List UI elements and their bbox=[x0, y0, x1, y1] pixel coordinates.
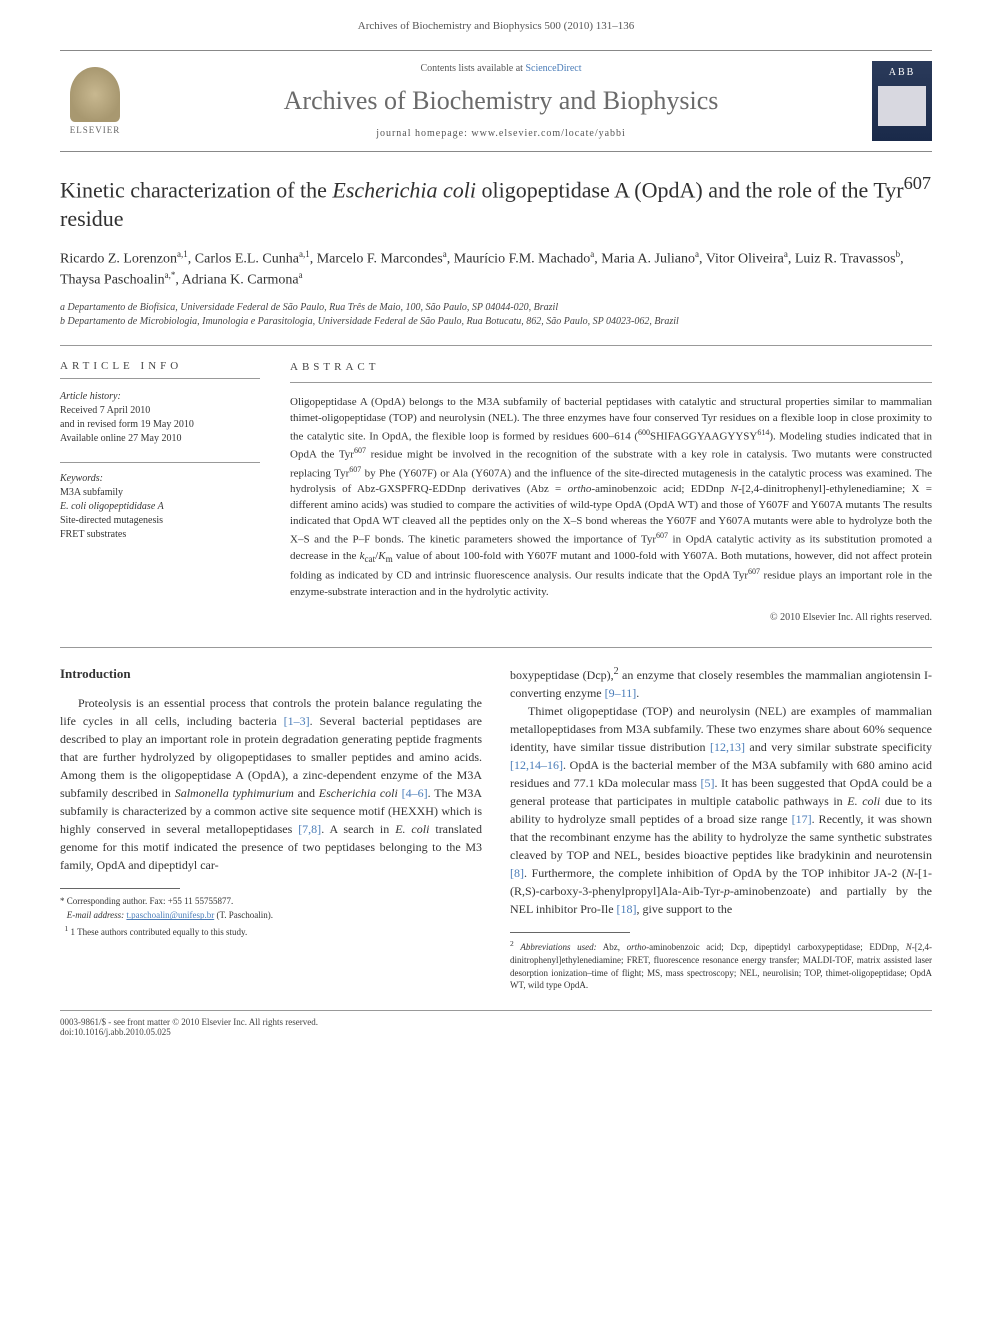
journal-banner: ELSEVIER Contents lists available at Sci… bbox=[60, 50, 932, 152]
col2-para-1: boxypeptidase (Dcp),2 an enzyme that clo… bbox=[510, 664, 932, 702]
right-column: boxypeptidase (Dcp),2 an enzyme that clo… bbox=[510, 664, 932, 993]
footer-line-1: 0003-9861/$ - see front matter © 2010 El… bbox=[60, 1017, 932, 1027]
journal-title: Archives of Biochemistry and Biophysics bbox=[130, 86, 872, 116]
email-line: E-mail address: t.paschoalin@unifesp.br … bbox=[60, 909, 482, 922]
elsevier-logo[interactable]: ELSEVIER bbox=[60, 61, 130, 141]
email-label: E-mail address: bbox=[67, 910, 124, 920]
affiliation-b: b Departamento de Microbiologia, Imunolo… bbox=[60, 315, 932, 329]
history-label: Article history: bbox=[60, 391, 260, 402]
kw-3: Site-directed mutagenesis bbox=[60, 514, 260, 528]
meta-divider bbox=[60, 462, 260, 463]
history-block: Article history: Received 7 April 2010 a… bbox=[60, 391, 260, 446]
history-1: Received 7 April 2010 bbox=[60, 404, 260, 418]
body-columns: Introduction Proteolysis is an essential… bbox=[60, 664, 932, 993]
article-title: Kinetic characterization of the Escheric… bbox=[60, 172, 932, 234]
authors-line: Ricardo Z. Lorenzona,1, Carlos E.L. Cunh… bbox=[60, 248, 932, 291]
affiliation-a: a Departamento de Biofísica, Universidad… bbox=[60, 301, 932, 315]
keywords-label: Keywords: bbox=[60, 473, 260, 484]
keywords-block: Keywords: M3A subfamily E. coli oligopep… bbox=[60, 473, 260, 542]
footnote-sep-left bbox=[60, 888, 180, 889]
contents-prefix: Contents lists available at bbox=[420, 63, 525, 74]
history-2: and in revised form 19 May 2010 bbox=[60, 418, 260, 432]
meta-row: ARTICLE INFO Article history: Received 7… bbox=[60, 345, 932, 626]
homepage-prefix: journal homepage: bbox=[376, 128, 471, 139]
footnotes-left: * Corresponding author. Fax: +55 11 5575… bbox=[60, 895, 482, 939]
journal-reference: Archives of Biochemistry and Biophysics … bbox=[60, 20, 932, 32]
abstract-heading: ABSTRACT bbox=[290, 360, 932, 383]
journal-cover-thumb[interactable]: ABB bbox=[872, 61, 932, 141]
contents-line: Contents lists available at ScienceDirec… bbox=[130, 63, 872, 74]
kw-2: E. coli oligopeptididase A bbox=[60, 500, 260, 514]
banner-center: Contents lists available at ScienceDirec… bbox=[130, 63, 872, 139]
cover-image-icon bbox=[878, 86, 926, 126]
footer-line-2: doi:10.1016/j.abb.2010.05.025 bbox=[60, 1027, 932, 1037]
article-info-heading: ARTICLE INFO bbox=[60, 360, 260, 379]
intro-para-1: Proteolysis is an essential process that… bbox=[60, 694, 482, 874]
abstract-text: Oligopeptidase A (OpdA) belongs to the M… bbox=[290, 395, 932, 601]
affiliations: a Departamento de Biofísica, Universidad… bbox=[60, 301, 932, 329]
email-person: (T. Paschoalin). bbox=[216, 910, 273, 920]
introduction-heading: Introduction bbox=[60, 664, 482, 684]
abstract-col: ABSTRACT Oligopeptidase A (OpdA) belongs… bbox=[290, 360, 932, 626]
cover-abbrev: ABB bbox=[889, 67, 916, 78]
abbreviations-note: 2 Abbreviations used: Abz, ortho-aminobe… bbox=[510, 939, 932, 991]
elsevier-label: ELSEVIER bbox=[70, 125, 121, 135]
homepage-url[interactable]: www.elsevier.com/locate/yabbi bbox=[471, 128, 625, 139]
elsevier-tree-icon bbox=[70, 67, 120, 122]
history-3: Available online 27 May 2010 bbox=[60, 432, 260, 446]
col2-para-2: Thimet oligopeptidase (TOP) and neurolys… bbox=[510, 702, 932, 918]
equal-contrib-note: 1 1 These authors contributed equally to… bbox=[60, 924, 482, 939]
corresponding-author: * Corresponding author. Fax: +55 11 5575… bbox=[60, 895, 482, 908]
footnote-sep-right bbox=[510, 932, 630, 933]
left-column: Introduction Proteolysis is an essential… bbox=[60, 664, 482, 993]
page-header: Archives of Biochemistry and Biophysics … bbox=[0, 0, 992, 50]
sciencedirect-link[interactable]: ScienceDirect bbox=[525, 63, 581, 74]
footnotes-right: 2 Abbreviations used: Abz, ortho-aminobe… bbox=[510, 939, 932, 991]
homepage-line: journal homepage: www.elsevier.com/locat… bbox=[130, 128, 872, 139]
page-footer: 0003-9861/$ - see front matter © 2010 El… bbox=[60, 1010, 932, 1037]
kw-1: M3A subfamily bbox=[60, 486, 260, 500]
email-link[interactable]: t.paschoalin@unifesp.br bbox=[126, 910, 214, 920]
abstract-copyright: © 2010 Elsevier Inc. All rights reserved… bbox=[290, 611, 932, 626]
article-info-col: ARTICLE INFO Article history: Received 7… bbox=[60, 360, 260, 626]
kw-4: FRET substrates bbox=[60, 528, 260, 542]
body-divider bbox=[60, 647, 932, 648]
